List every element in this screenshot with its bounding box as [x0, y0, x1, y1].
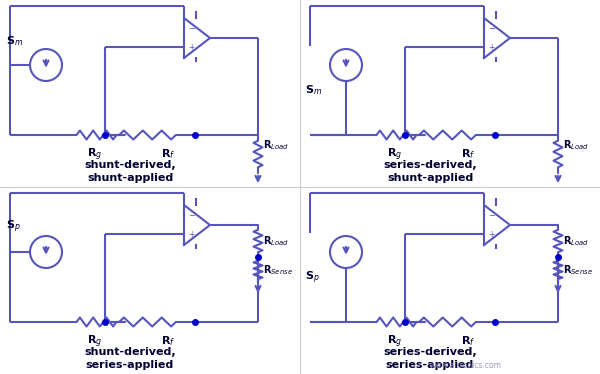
Text: −: −	[188, 212, 195, 221]
Text: S$_m$: S$_m$	[305, 83, 322, 97]
Text: S$_p$: S$_p$	[6, 218, 20, 235]
Text: R$_{Sense}$: R$_{Sense}$	[263, 263, 293, 277]
Text: +: +	[188, 43, 194, 52]
Text: +: +	[488, 230, 494, 239]
Text: R$_f$: R$_f$	[161, 147, 175, 161]
Text: R$_g$: R$_g$	[88, 334, 103, 350]
Text: www.altronics.com: www.altronics.com	[430, 361, 502, 370]
Text: series-derived,
series-applied: series-derived, series-applied	[383, 347, 477, 370]
Text: R$_g$: R$_g$	[88, 147, 103, 163]
Text: S$_p$: S$_p$	[305, 270, 320, 286]
Text: shunt-derived,
series-applied: shunt-derived, series-applied	[84, 347, 176, 370]
Text: −: −	[188, 25, 195, 34]
Text: −: −	[488, 25, 495, 34]
Text: R$_f$: R$_f$	[161, 334, 175, 348]
Text: R$_g$: R$_g$	[388, 147, 403, 163]
Text: R$_{Load}$: R$_{Load}$	[263, 138, 289, 152]
Text: R$_g$: R$_g$	[388, 334, 403, 350]
Text: +: +	[188, 230, 194, 239]
Text: shunt-derived,
shunt-applied: shunt-derived, shunt-applied	[84, 160, 176, 183]
Text: R$_f$: R$_f$	[461, 147, 475, 161]
Text: R$_f$: R$_f$	[461, 334, 475, 348]
Text: R$_{Load}$: R$_{Load}$	[263, 234, 289, 248]
Text: +: +	[488, 43, 494, 52]
Text: R$_{Load}$: R$_{Load}$	[563, 234, 589, 248]
Text: R$_{Load}$: R$_{Load}$	[563, 138, 589, 152]
Text: S$_m$: S$_m$	[6, 34, 23, 48]
Text: series-derived,
shunt-applied: series-derived, shunt-applied	[383, 160, 477, 183]
Text: R$_{Sense}$: R$_{Sense}$	[563, 263, 593, 277]
Text: −: −	[488, 212, 495, 221]
